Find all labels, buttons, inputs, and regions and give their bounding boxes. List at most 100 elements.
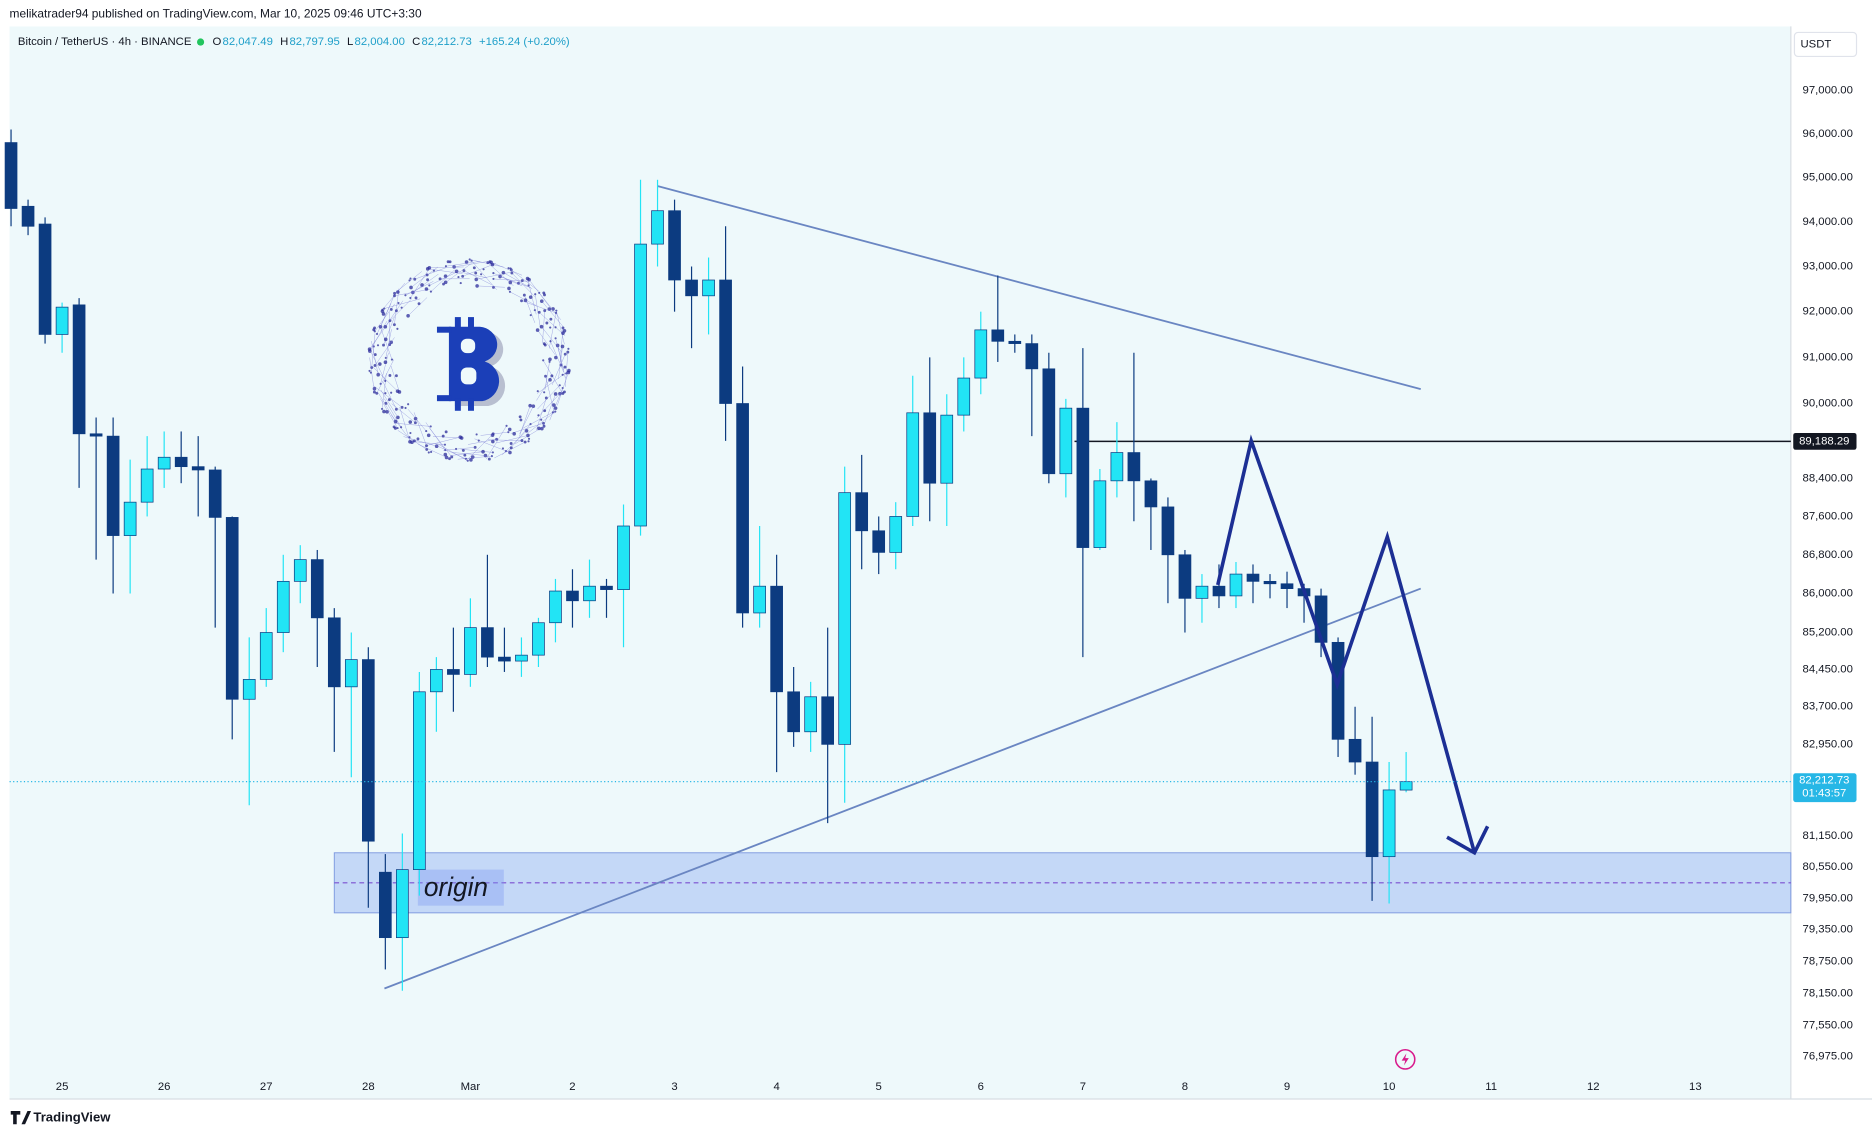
logo-link <box>394 288 400 325</box>
logo-link <box>429 271 457 286</box>
logo-link <box>541 301 565 328</box>
candle-body <box>634 243 647 527</box>
logo-dot <box>382 409 386 414</box>
logo-link <box>380 389 399 418</box>
candle-body <box>498 656 511 662</box>
symbol: Bitcoin / TetherUS · 4h · BINANCE <box>18 36 192 48</box>
logo-link <box>380 326 393 360</box>
logo-link <box>410 268 430 299</box>
logo-dot <box>443 452 448 457</box>
candle-body <box>787 691 800 733</box>
candle-body <box>344 659 358 688</box>
candle-body <box>889 516 903 553</box>
y-tick-label: 76,975.00 <box>1803 1051 1853 1063</box>
logo-link <box>549 387 563 421</box>
candle-body <box>1076 407 1090 548</box>
logo-link <box>371 365 398 392</box>
candle-body <box>1093 480 1107 548</box>
candle-body <box>600 585 613 590</box>
logo-link <box>452 452 486 456</box>
logo-link <box>394 289 430 297</box>
y-tick-label: 95,000.00 <box>1803 172 1853 184</box>
logo-dot <box>389 307 393 311</box>
candle-body <box>1178 554 1192 599</box>
logo-hole <box>460 367 477 385</box>
logo-dot <box>482 268 485 271</box>
candle-body <box>157 456 171 470</box>
logo-dot <box>461 448 465 452</box>
logo-dot <box>373 326 376 330</box>
logo-dot <box>426 278 430 282</box>
logo-dot <box>529 314 532 317</box>
candle-body <box>1025 343 1039 370</box>
logo-dot <box>545 321 549 325</box>
candle-body <box>225 517 239 700</box>
logo-dot <box>550 374 554 378</box>
logo-link <box>463 270 492 285</box>
footer-brand: TradingView <box>33 1110 111 1125</box>
x-tick-label: 27 <box>260 1081 273 1093</box>
candle-body <box>1365 761 1379 858</box>
logo-dot <box>554 355 558 360</box>
logo-link <box>407 297 428 316</box>
logo-link <box>410 440 445 445</box>
logo-link <box>413 412 427 446</box>
x-tick-label: 28 <box>362 1081 375 1093</box>
candle-body <box>1127 452 1141 482</box>
candle-body <box>89 433 103 437</box>
x-tick-label: 9 <box>1284 1081 1290 1093</box>
logo-link <box>384 298 421 309</box>
logo-link <box>558 346 563 379</box>
logo-link <box>380 352 389 384</box>
logo-dot <box>519 418 523 422</box>
logo-link <box>399 407 411 442</box>
logo-dot <box>523 440 527 444</box>
candle-body <box>617 525 630 590</box>
y-tick-label: 85,200.00 <box>1803 627 1853 639</box>
logo-dot <box>507 286 511 291</box>
logo-link <box>391 414 413 443</box>
candle-body <box>1212 585 1226 597</box>
logo-dot <box>426 433 431 438</box>
candle-body <box>1348 738 1362 763</box>
logo-bar <box>468 317 474 330</box>
y-tick-label: 97,000.00 <box>1803 85 1853 97</box>
logo-link <box>443 447 476 451</box>
logo-dot <box>548 357 552 362</box>
x-tick-label: 7 <box>1080 1081 1086 1093</box>
y-tick-label: 83,700.00 <box>1803 701 1853 713</box>
logo-dot <box>397 301 400 305</box>
bitcoin-logo <box>367 258 571 462</box>
projection <box>1216 434 1477 854</box>
candle-body <box>1059 407 1073 475</box>
logo-link <box>496 435 529 444</box>
logo-dot <box>463 453 467 457</box>
logo-link <box>487 262 514 287</box>
logo-link <box>543 360 564 396</box>
logo-dot <box>527 440 530 443</box>
logo-dot <box>380 309 385 314</box>
logo-link <box>445 261 480 267</box>
y-tick-label: 77,550.00 <box>1803 1020 1853 1032</box>
x-tick-label: 8 <box>1182 1081 1188 1093</box>
logo-link <box>543 393 556 426</box>
logo-link <box>541 326 563 353</box>
logo-link <box>374 337 395 366</box>
logo-dot <box>554 337 557 340</box>
candle-body <box>276 580 290 633</box>
logo-dot <box>409 277 412 280</box>
logo-hole <box>460 338 476 354</box>
y-tick-label: 96,000.00 <box>1803 128 1853 140</box>
logo-link <box>443 263 472 285</box>
x-tick-label: 5 <box>876 1081 882 1093</box>
y-tick-label: 80,550.00 <box>1803 861 1853 873</box>
horizontal-line-box <box>1793 432 1857 450</box>
logo-link <box>485 425 507 460</box>
logo-dot <box>509 442 513 445</box>
currency-box <box>1793 31 1858 58</box>
logo-dot <box>563 365 567 369</box>
logo-dot <box>376 344 380 347</box>
logo-dot <box>567 347 570 350</box>
logo-link <box>393 422 431 427</box>
candle-body <box>668 210 681 281</box>
